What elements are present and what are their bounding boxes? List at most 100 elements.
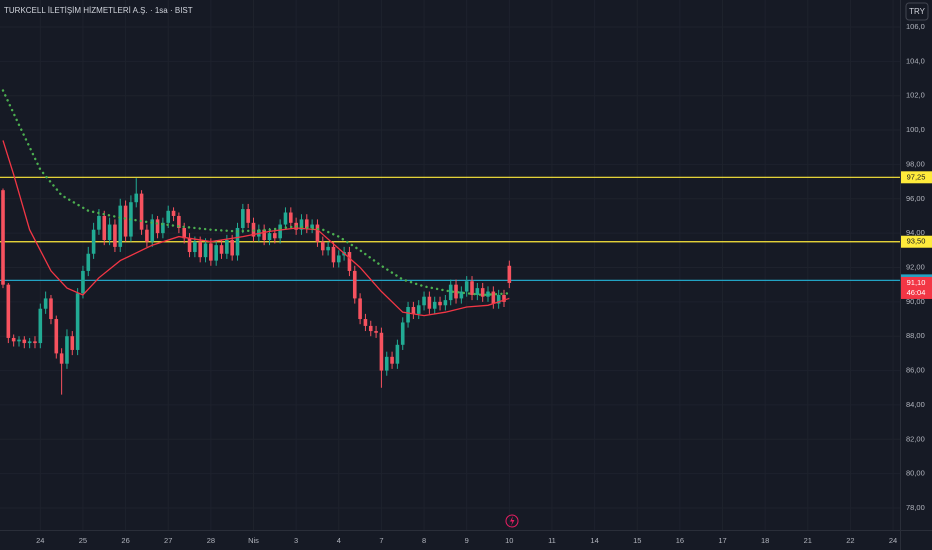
candle-body (432, 301, 437, 309)
x-tick-label: 24 (36, 536, 44, 545)
x-tick-label: Nis (248, 536, 259, 545)
grid (0, 0, 900, 530)
level-label: 93,50 (907, 237, 926, 246)
candle-body (374, 331, 378, 333)
candle-body (166, 210, 171, 223)
y-tick-label: 94,00 (906, 228, 925, 237)
candle-body (134, 193, 139, 203)
candle-body (91, 229, 96, 254)
candle-body (464, 281, 469, 292)
y-tick-label: 84,00 (906, 400, 925, 409)
currency[interactable]: TRY (909, 7, 926, 16)
y-tick-label: 92,00 (906, 262, 925, 271)
candle-body (363, 319, 368, 326)
candle-body (320, 241, 325, 251)
candle-body (358, 298, 362, 320)
x-tick-label: 21 (804, 536, 812, 545)
indicator-line (2, 140, 510, 317)
candle-body (203, 243, 208, 258)
candle-body (230, 240, 234, 256)
candle-body (379, 332, 384, 371)
candle-body (278, 224, 282, 239)
candle-body (177, 215, 181, 228)
candle-body (70, 336, 75, 350)
axes: 78,00 80,00 82,00 84,00 86,00 88,00 90,00 92,00… (36, 22, 932, 545)
x-tick-label: 28 (207, 536, 215, 545)
x-tick-label: 18 (761, 536, 769, 545)
candle-body (304, 219, 309, 228)
candle-body (214, 245, 218, 261)
x-tick-label: 14 (590, 536, 598, 545)
level-tag (901, 235, 932, 248)
candle-body (107, 224, 112, 241)
candle-body (443, 300, 448, 306)
y-tick-label: 96,00 (906, 194, 925, 203)
candle-body (49, 298, 53, 320)
x-tick-label: 25 (79, 536, 87, 545)
candle-body (395, 344, 400, 364)
candle-body (491, 291, 496, 304)
candle-body (161, 222, 165, 234)
candle-body (123, 205, 128, 237)
candle-body (139, 193, 144, 230)
candle-body (273, 233, 277, 239)
candle-body (470, 281, 474, 295)
candle-body (422, 296, 426, 306)
candle-body (11, 337, 16, 342)
last-price-label: 91,10 (907, 278, 926, 287)
candle-body (406, 307, 410, 323)
y-tick-label: 98,00 (906, 159, 925, 168)
candle-body (59, 353, 64, 364)
candle-body (507, 265, 512, 283)
candle-body (336, 255, 341, 263)
candle-body (486, 291, 490, 297)
x-tick-label: 4 (337, 536, 341, 545)
candle-body (225, 240, 229, 254)
y-tick-label: 100,0 (906, 125, 925, 134)
candle-body (347, 252, 352, 271)
candle-body (331, 246, 336, 263)
x-tick-label: 27 (164, 536, 172, 545)
x-tick-label: 17 (718, 536, 726, 545)
candle-body (187, 238, 192, 253)
candle-body (6, 284, 11, 338)
candle-body (400, 322, 405, 345)
candle-body (241, 209, 245, 228)
candle-body (113, 224, 117, 247)
candle-body (315, 224, 320, 242)
candle-body (459, 291, 464, 299)
candle-body (246, 209, 250, 223)
candle-body (38, 308, 43, 344)
candle-body (454, 284, 458, 299)
candle-body (27, 341, 32, 344)
candle-body (384, 356, 389, 371)
x-tick-label: 22 (846, 536, 854, 545)
candle-body (145, 229, 149, 242)
y-tick-label: 82,00 (906, 434, 925, 443)
x-tick-label: 3 (294, 536, 298, 545)
candle-body (155, 219, 160, 234)
event-icon-bolt (510, 516, 515, 526)
candle-body (219, 245, 224, 254)
level-tag (901, 171, 932, 184)
candle-body (33, 341, 37, 344)
plot (0, 89, 900, 395)
currency-box[interactable] (905, 2, 929, 21)
candle-body (22, 339, 27, 344)
candle-body (390, 356, 394, 364)
y-tick-label: 106,0 (906, 22, 925, 31)
candle-body (480, 288, 485, 297)
candle-body (81, 270, 85, 294)
y-tick-label: 86,00 (906, 366, 925, 375)
candle-body (267, 233, 272, 241)
last-price-tag (901, 276, 932, 299)
candle-body (448, 284, 453, 301)
level-label: 97,25 (907, 172, 926, 181)
event-icon[interactable] (505, 514, 519, 528)
candle-body (75, 293, 80, 350)
x-tick-label: 15 (633, 536, 641, 545)
candle-body (182, 227, 187, 239)
x-tick-label: 10 (505, 536, 513, 545)
x-tick-label: 16 (676, 536, 684, 545)
candle-body (209, 243, 213, 261)
